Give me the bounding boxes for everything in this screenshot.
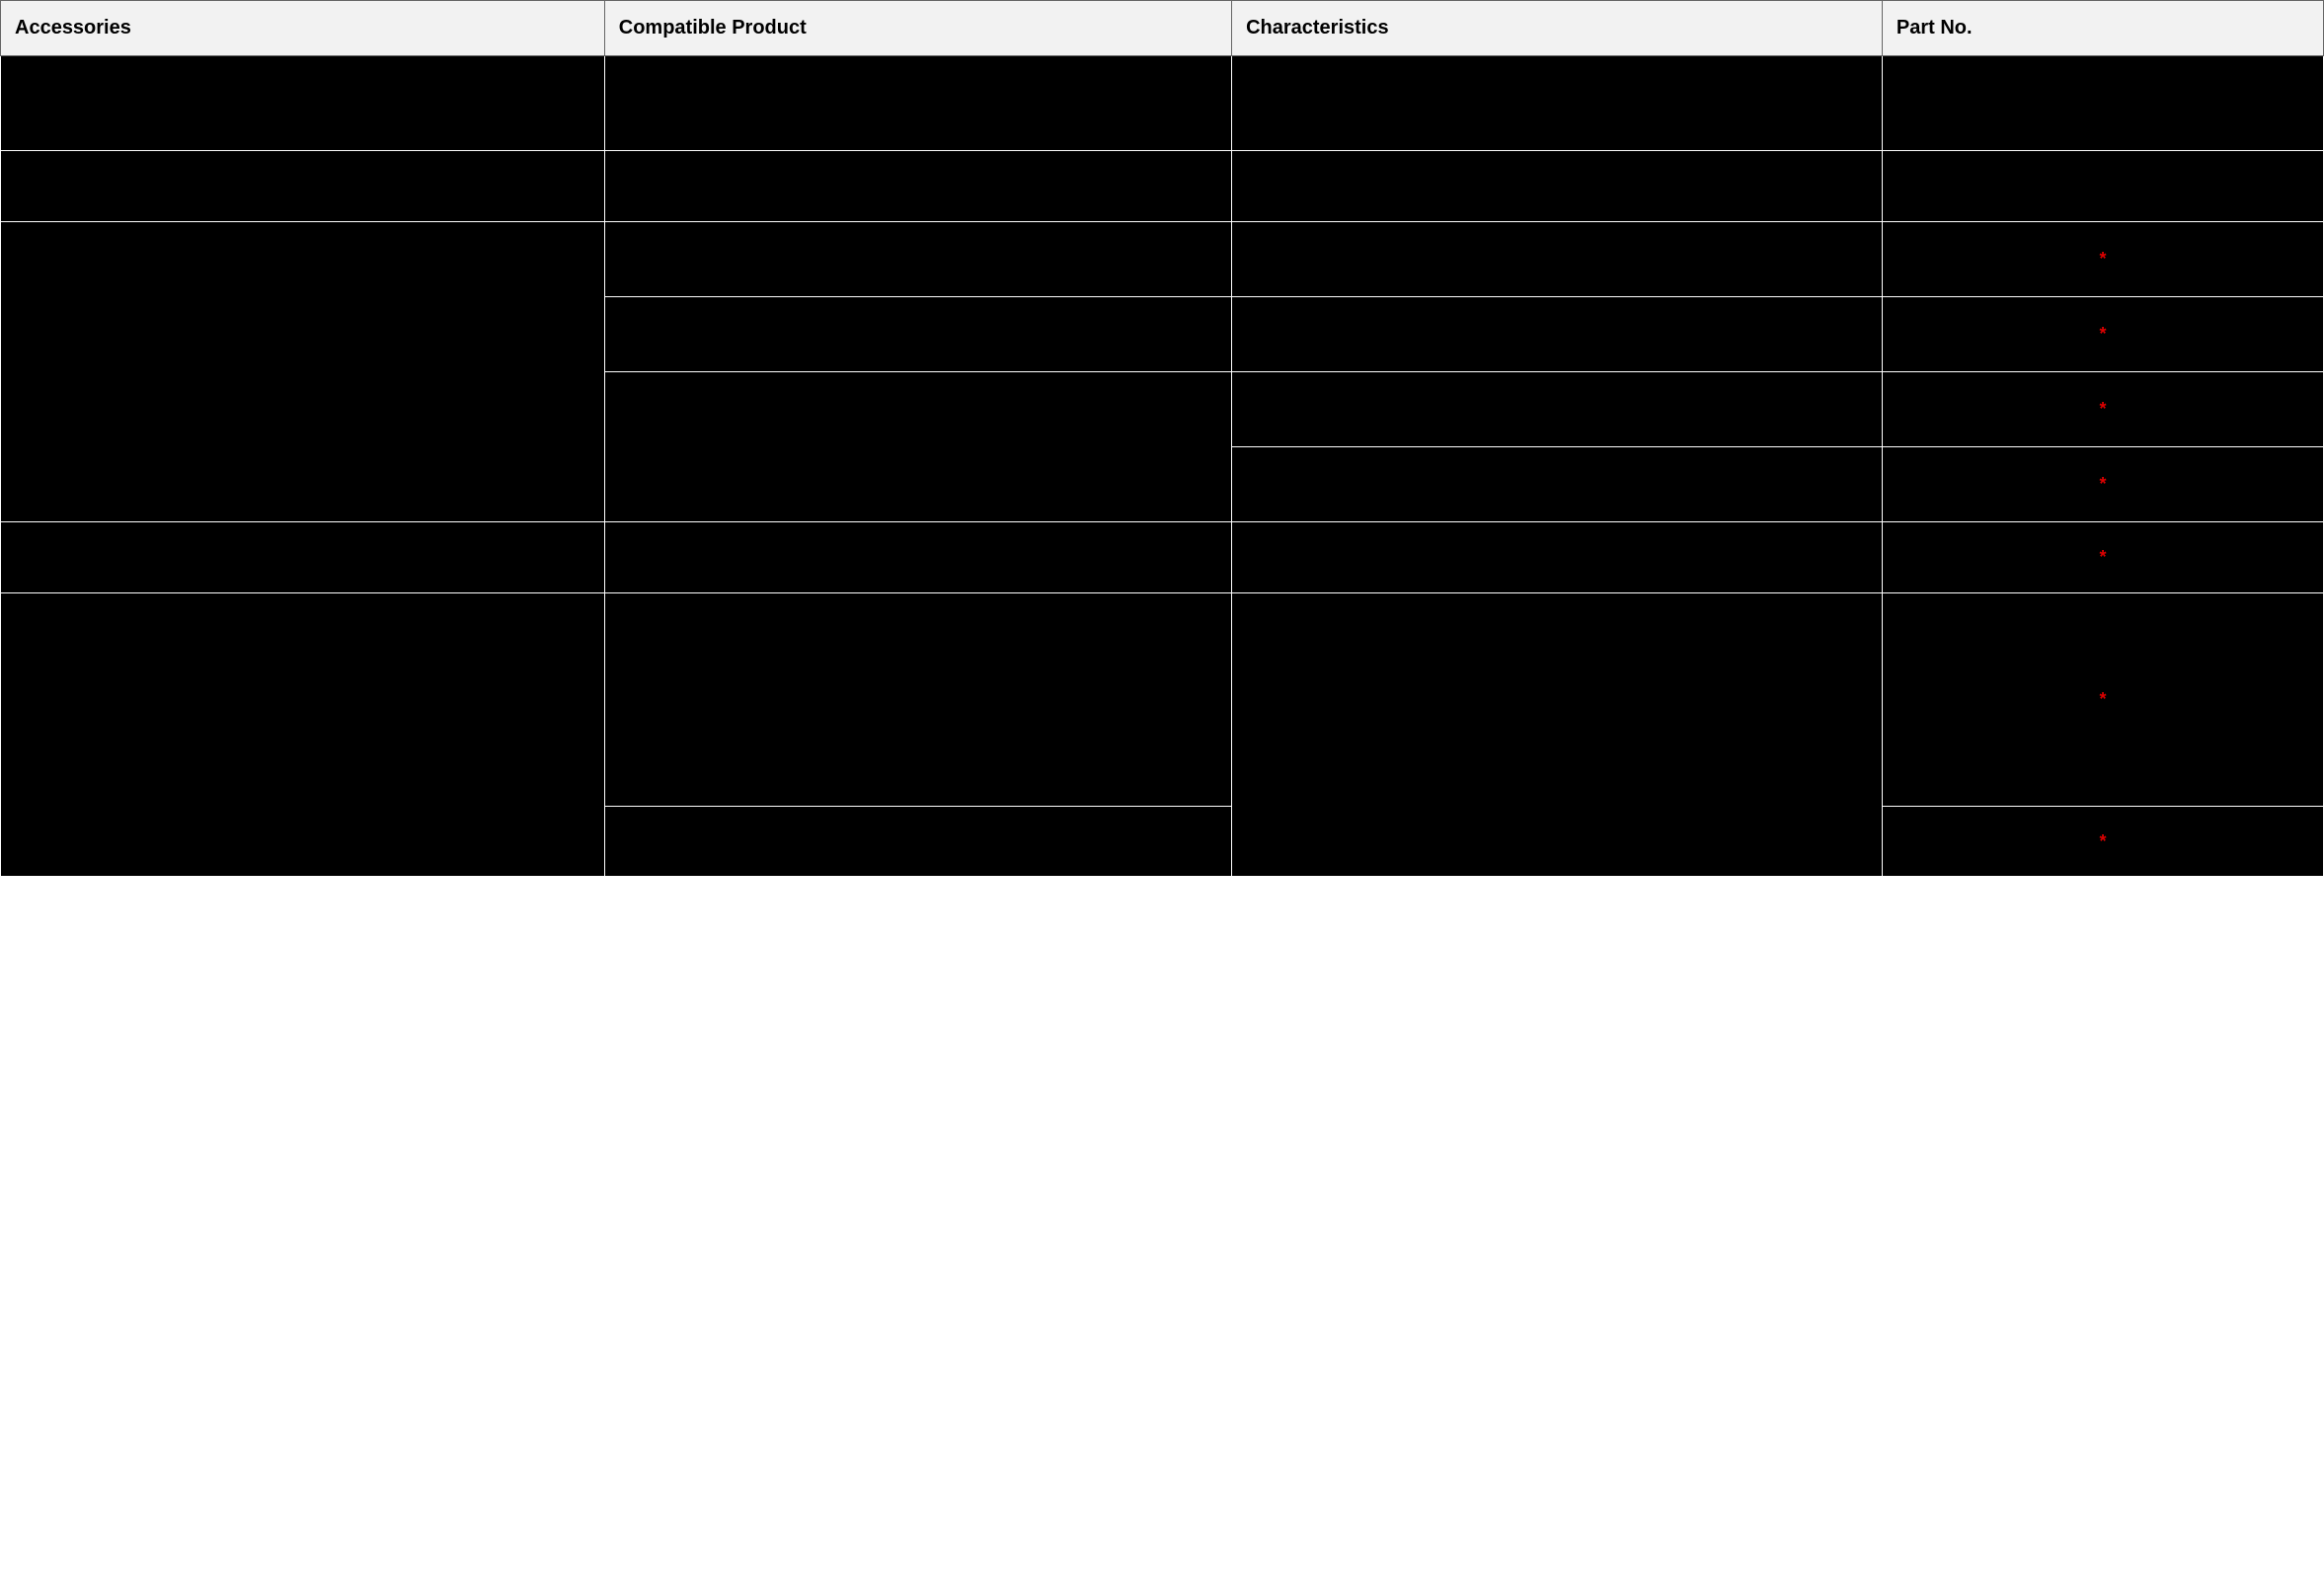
table-header: Accessories Compatible Product Character… [1, 1, 2324, 56]
cell-compatible [604, 522, 1231, 593]
cell-content [605, 523, 1231, 592]
accessories-table: Accessories Compatible Product Character… [0, 0, 2324, 877]
asterisk-icon: * [2099, 689, 2106, 710]
cell-compatible [604, 372, 1231, 522]
cell-partno: * [1882, 297, 2323, 372]
cell-characteristics [1232, 56, 1883, 151]
cell-content [1883, 152, 2323, 221]
cell-compatible [604, 151, 1231, 222]
cell-partno: * [1882, 807, 2323, 877]
cell-content: * [1883, 300, 2323, 369]
cell-partno [1882, 56, 2323, 151]
cell-content [605, 413, 1231, 482]
cell-partno: * [1882, 447, 2323, 522]
cell-partno: * [1882, 522, 2323, 593]
cell-accessories [1, 593, 605, 877]
cell-content [1232, 225, 1882, 294]
cell-content [1232, 69, 1882, 138]
cell-partno: * [1882, 372, 2323, 447]
cell-content [1, 700, 604, 769]
cell-content [1, 338, 604, 407]
asterisk-icon: * [2099, 474, 2106, 495]
accessories-table-container: Accessories Compatible Product Character… [0, 0, 2324, 877]
cell-characteristics [1232, 372, 1883, 447]
cell-compatible [604, 222, 1231, 297]
cell-partno [1882, 151, 2323, 222]
cell-content [605, 69, 1231, 138]
cell-content: * [1883, 807, 2323, 876]
cell-compatible [604, 807, 1231, 877]
cell-content: * [1883, 375, 2323, 444]
cell-compatible [604, 56, 1231, 151]
asterisk-icon: * [2099, 831, 2106, 852]
cell-content: * [1883, 666, 2323, 735]
table-body: * * * * * * * [1, 56, 2324, 877]
table-row [1, 56, 2324, 151]
cell-compatible [604, 297, 1231, 372]
cell-content [605, 300, 1231, 369]
cell-accessories [1, 151, 605, 222]
cell-content [605, 152, 1231, 221]
cell-characteristics [1232, 297, 1883, 372]
cell-characteristics [1232, 222, 1883, 297]
cell-content [605, 807, 1231, 876]
cell-content [1232, 523, 1882, 592]
cell-compatible [604, 593, 1231, 807]
cell-accessories [1, 522, 605, 593]
cell-characteristics [1232, 522, 1883, 593]
cell-content [1232, 375, 1882, 444]
cell-content [1232, 300, 1882, 369]
table-row: * [1, 522, 2324, 593]
table-row [1, 151, 2324, 222]
cell-partno: * [1882, 593, 2323, 807]
cell-content: * [1883, 450, 2323, 519]
cell-content [605, 666, 1231, 735]
cell-partno: * [1882, 222, 2323, 297]
cell-content [1, 523, 604, 592]
cell-content: * [1883, 225, 2323, 294]
asterisk-icon: * [2099, 399, 2106, 420]
cell-content [1, 152, 604, 221]
cell-content [1232, 450, 1882, 519]
table-header-row: Accessories Compatible Product Character… [1, 1, 2324, 56]
cell-characteristics [1232, 447, 1883, 522]
cell-content [1, 69, 604, 138]
cell-accessories [1, 56, 605, 151]
cell-content [605, 225, 1231, 294]
table-row: * [1, 593, 2324, 807]
asterisk-icon: * [2099, 249, 2106, 270]
asterisk-icon: * [2099, 547, 2106, 568]
cell-content: * [1883, 523, 2323, 592]
cell-content [1232, 700, 1882, 769]
header-accessories: Accessories [1, 1, 605, 56]
header-compatible: Compatible Product [604, 1, 1231, 56]
cell-accessories [1, 222, 605, 522]
asterisk-icon: * [2099, 324, 2106, 345]
cell-characteristics [1232, 151, 1883, 222]
cell-content [1883, 69, 2323, 138]
table-row: * [1, 222, 2324, 297]
cell-content [1232, 152, 1882, 221]
cell-characteristics [1232, 593, 1883, 877]
header-partno: Part No. [1882, 1, 2323, 56]
header-characteristics: Characteristics [1232, 1, 1883, 56]
